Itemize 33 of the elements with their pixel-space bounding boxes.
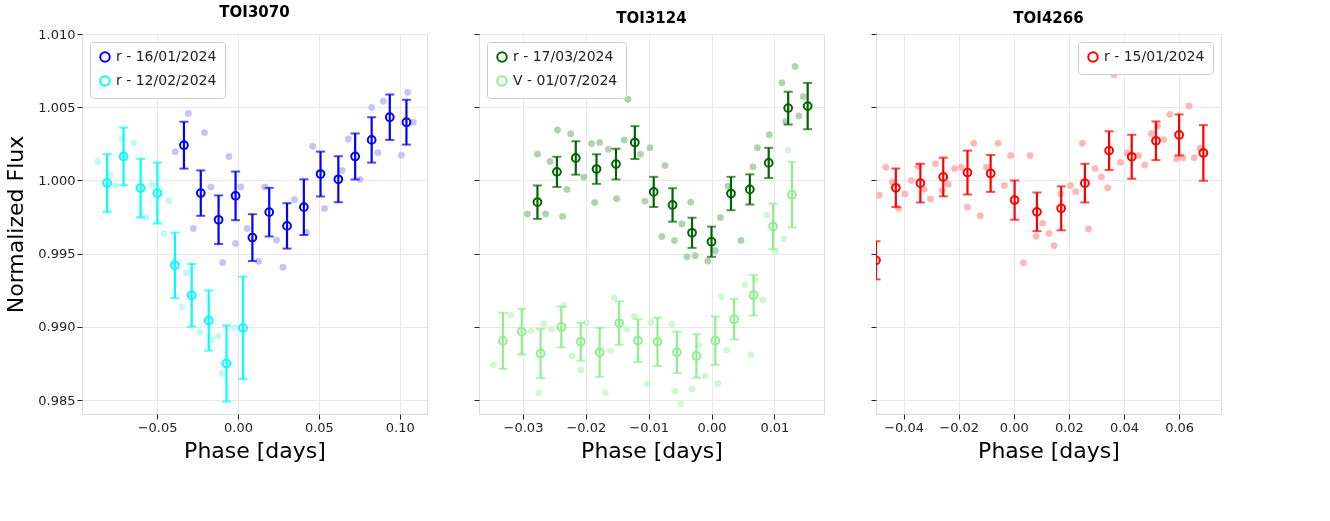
x-axis-title: Phase [days] [978, 437, 1120, 463]
x-tick-label: 0.00 [224, 419, 253, 435]
y-tick-label: 0.990 [38, 319, 76, 335]
x-tick-label: −0.03 [503, 419, 544, 435]
x-tick-label: 0.02 [1054, 419, 1084, 435]
x-tick-label: 0.06 [1165, 419, 1195, 435]
x-tick-label: −0.04 [884, 419, 924, 435]
x-tick-label: −0.02 [939, 419, 980, 435]
x-tick-label: 0.00 [999, 419, 1029, 435]
y-tick-label: 1.000 [38, 172, 76, 188]
chart-title: TOI3124 [616, 8, 687, 27]
x-tick-label: 0.04 [1110, 419, 1139, 435]
x-axis-title: Phase [days] [184, 437, 326, 463]
legend-label: r - 17/03/2024 [513, 48, 614, 64]
y-tick-label: 0.995 [38, 246, 76, 262]
y-tick-label: 1.005 [38, 99, 76, 115]
y-tick-label: 0.985 [38, 392, 76, 408]
x-tick-label: 0.01 [760, 419, 790, 435]
x-tick-label: 0.00 [697, 419, 727, 435]
x-tick-label: −0.01 [629, 419, 670, 435]
x-tick-label: 0.10 [385, 419, 415, 435]
chart-title: TOI3070 [219, 3, 290, 21]
y-axis-title: Normalized Flux [3, 135, 29, 314]
legend-label: V - 01/07/2024 [513, 72, 618, 88]
x-tick-label: −0.05 [137, 419, 178, 435]
x-tick-label: 0.05 [304, 419, 334, 435]
chart-title: TOI4266 [1013, 8, 1084, 27]
x-tick-label: −0.02 [566, 419, 607, 435]
y-tick-label: 1.010 [38, 26, 76, 42]
legend-label: r - 12/02/2024 [116, 72, 217, 88]
legend-label: r - 15/01/2024 [1104, 48, 1205, 64]
x-axis-title: Phase [days] [581, 437, 723, 463]
legend-label: r - 16/01/2024 [116, 48, 217, 64]
